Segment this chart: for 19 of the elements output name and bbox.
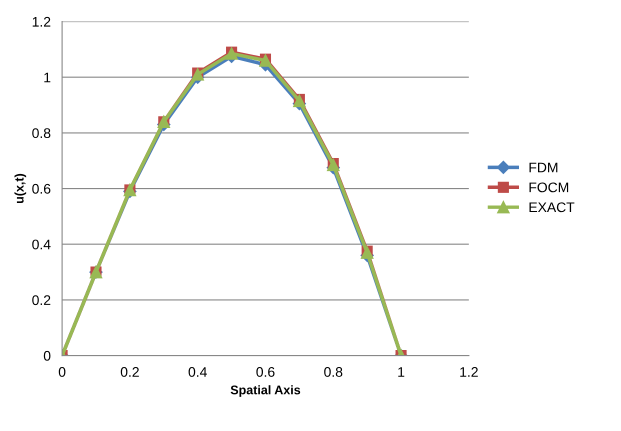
x-tick-label: 0.6 [256, 367, 275, 377]
y-axis-title: u(x,t) [14, 174, 26, 204]
y-tick-label: 0.4 [32, 240, 51, 250]
x-tick-label: 0.4 [188, 367, 207, 377]
legend-label: FOCM [530, 182, 568, 192]
legend-label: FDM [530, 162, 558, 172]
legend-label: EXACT [530, 202, 574, 212]
x-tick-label: 0.2 [120, 367, 139, 377]
y-tick-label: 0.6 [32, 184, 50, 194]
y-tick-label: 1.2 [32, 16, 50, 27]
y-tick-label: 0.8 [32, 128, 50, 138]
x-tick-label: 1 [398, 367, 404, 377]
y-tick-label: 0.2 [32, 295, 50, 306]
x-tick-label: 0.8 [324, 367, 342, 377]
x-tick-label: 1.2 [460, 367, 478, 377]
y-tick-label: 1 [44, 72, 50, 82]
x-axis-title: Spatial Axis [230, 385, 300, 397]
y-tick-label: 0 [44, 350, 50, 361]
x-tick-label: 0 [58, 367, 66, 377]
